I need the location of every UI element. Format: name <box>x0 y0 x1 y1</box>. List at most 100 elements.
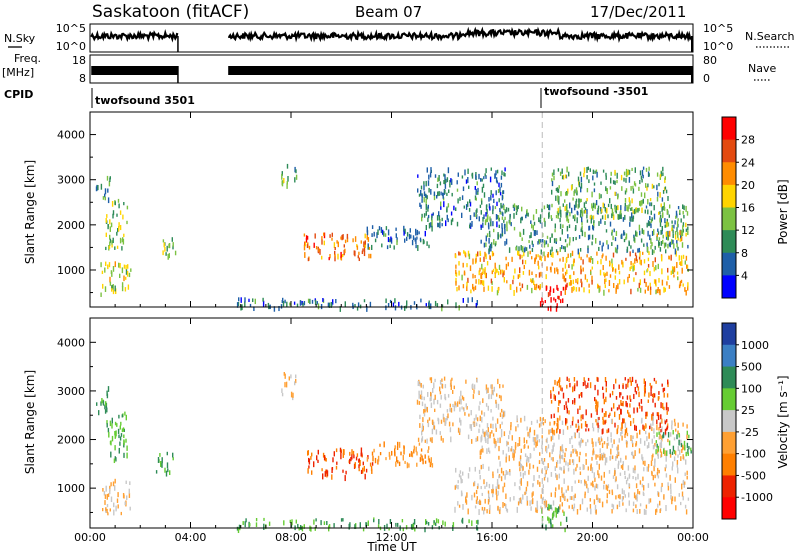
scatter-cell <box>624 475 626 480</box>
scatter-cell <box>628 197 630 203</box>
scatter-cell <box>647 399 649 403</box>
scatter-cell <box>633 455 635 459</box>
scatter-cell <box>586 507 588 512</box>
scatter-cell <box>287 176 289 182</box>
scatter-cell <box>519 254 521 260</box>
scatter-cell <box>529 453 532 459</box>
scatter-cell <box>109 226 111 232</box>
scatter-cell <box>525 247 528 251</box>
scatter-cell <box>634 469 636 474</box>
scatter-cell <box>656 233 658 237</box>
scatter-cell <box>579 248 582 252</box>
scatter-cell <box>540 271 542 277</box>
scatter-cell <box>646 222 648 228</box>
scatter-cell <box>124 501 126 506</box>
scatter-cell <box>320 520 322 526</box>
scatter-cell <box>634 167 636 173</box>
scatter-cell <box>357 302 360 307</box>
scatter-cell <box>678 432 680 438</box>
scatter-cell <box>604 420 606 425</box>
scatter-cell <box>612 180 615 184</box>
scatter-cell <box>297 523 299 529</box>
scatter-cell <box>656 184 658 191</box>
scatter-cell <box>114 201 116 206</box>
scatter-cell <box>516 506 518 513</box>
scatter-cell <box>503 219 505 223</box>
scatter-cell <box>690 447 692 451</box>
scatter-cell <box>499 507 501 511</box>
y-tick-label: 4000 <box>57 336 85 349</box>
scatter-cell <box>657 263 659 270</box>
scatter-cell <box>657 454 659 459</box>
scatter-cell <box>267 302 270 307</box>
scatter-cell <box>457 198 459 204</box>
scatter-cell <box>333 242 336 248</box>
scatter-cell <box>581 230 584 237</box>
scatter-cell <box>471 172 474 179</box>
scatter-cell <box>615 396 618 400</box>
scatter-cell <box>162 250 164 256</box>
nsky-frame <box>89 23 694 53</box>
scatter-cell <box>566 269 568 275</box>
scatter-cell <box>604 377 607 383</box>
scatter-cell <box>553 413 555 419</box>
scatter-cell <box>553 429 556 436</box>
scatter-cell <box>597 205 600 210</box>
scatter-cell <box>263 517 265 521</box>
colorbar-tick-label: 500 <box>741 361 762 374</box>
scatter-cell <box>576 380 578 387</box>
scatter-cell <box>425 519 427 525</box>
scatter-cell <box>385 298 387 304</box>
scatter-cell <box>262 297 264 302</box>
scatter-cell <box>110 482 112 487</box>
scatter-cell <box>551 246 553 252</box>
scatter-cell <box>465 500 468 505</box>
scatter-cell <box>124 411 126 416</box>
scatter-cell <box>681 242 684 248</box>
scatter-cell <box>513 226 516 231</box>
scatter-cell <box>497 287 499 294</box>
scatter-cell <box>591 467 594 474</box>
scatter-cell <box>603 419 605 425</box>
scatter-cell <box>457 480 459 484</box>
scatter-cell <box>467 168 469 174</box>
scatter-cell <box>519 273 521 278</box>
scatter-cell <box>665 242 667 247</box>
scatter-cell <box>544 220 546 227</box>
scatter-cell <box>491 251 494 257</box>
scatter-cell <box>643 508 646 515</box>
scatter-cell <box>331 232 333 237</box>
scatter-cell <box>563 478 565 484</box>
scatter-cell <box>690 449 692 454</box>
scatter-cell <box>684 481 686 485</box>
scatter-cell <box>564 495 566 501</box>
scatter-cell <box>567 253 569 258</box>
scatter-cell <box>314 233 316 239</box>
scatter-cell <box>498 217 500 222</box>
scatter-cell <box>527 251 529 257</box>
scatter-cell <box>645 205 648 209</box>
scatter-cell <box>681 260 683 267</box>
scatter-cell <box>636 493 638 498</box>
scatter-cell <box>459 417 461 423</box>
scatter-cell <box>602 242 604 247</box>
scatter-cell <box>532 464 535 469</box>
scatter-cell <box>336 240 338 244</box>
scatter-cell <box>630 265 632 269</box>
scatter-cell <box>571 287 573 293</box>
scatter-cell <box>450 211 453 216</box>
scatter-cell <box>497 271 500 276</box>
scatter-cell <box>669 204 671 209</box>
scatter-cell <box>112 481 115 487</box>
scatter-cell <box>680 439 682 446</box>
scatter-cell <box>678 440 680 446</box>
scatter-cell <box>328 302 331 308</box>
scatter-cell <box>665 402 668 409</box>
scatter-cell <box>487 438 489 444</box>
scatter-cell <box>119 436 122 441</box>
scatter-cell <box>109 241 111 246</box>
scatter-cell <box>329 234 331 238</box>
scatter-cell <box>475 489 478 495</box>
scatter-cell <box>616 407 619 411</box>
scatter-cell <box>321 468 323 472</box>
